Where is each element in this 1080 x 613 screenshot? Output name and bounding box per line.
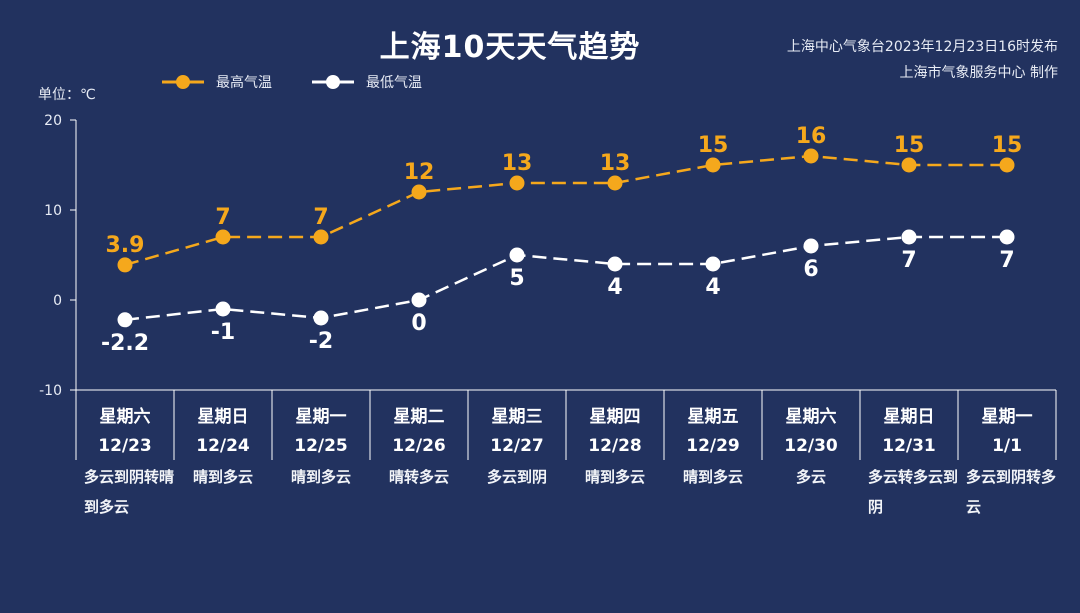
data-label-high: 12 xyxy=(404,160,435,185)
legend-high-label: 最高气温 xyxy=(216,75,272,91)
y-tick-label: 20 xyxy=(44,113,62,129)
data-label-low: -1 xyxy=(211,320,235,345)
x-date-label: 12/26 xyxy=(392,436,446,456)
data-point-low xyxy=(117,312,133,328)
data-label-high: 16 xyxy=(796,124,827,149)
publisher-line-1: 上海中心气象台2023年12月23日16时发布 xyxy=(786,39,1058,55)
data-label-high: 15 xyxy=(894,133,925,158)
data-label-low: 7 xyxy=(901,248,916,273)
data-point-high xyxy=(999,157,1015,173)
data-label-low: 5 xyxy=(509,266,524,291)
x-weekday-label: 星期四 xyxy=(590,407,641,427)
legend-high-marker xyxy=(162,75,204,89)
x-date-label: 12/30 xyxy=(784,436,838,456)
data-label-low: -2 xyxy=(309,329,333,354)
data-point-high xyxy=(117,257,133,273)
x-weekday-label: 星期一 xyxy=(982,407,1033,427)
weather-description: 晴到多云 xyxy=(584,468,645,486)
data-point-low xyxy=(803,238,819,254)
y-tick-label: 0 xyxy=(53,293,62,309)
x-date-label: 12/25 xyxy=(294,436,348,456)
data-point-low xyxy=(901,229,917,245)
publisher-line-2: 上海市气象服务中心 制作 xyxy=(899,65,1058,81)
data-label-high: 15 xyxy=(992,133,1023,158)
x-date-label: 1/1 xyxy=(992,436,1022,456)
legend-low-marker xyxy=(312,75,354,89)
data-point-high xyxy=(313,229,329,245)
weather-description: 多云 xyxy=(795,468,826,486)
x-date-label: 12/28 xyxy=(588,436,642,456)
y-tick-label: -10 xyxy=(39,383,62,399)
data-label-low: -2.2 xyxy=(101,331,149,356)
data-point-low xyxy=(999,229,1015,245)
weather-description: 多云到阴转晴到多云 xyxy=(84,468,175,516)
x-date-label: 12/29 xyxy=(686,436,740,456)
data-point-high xyxy=(803,148,819,164)
weather-description: 晴到多云 xyxy=(192,468,253,486)
x-date-label: 12/24 xyxy=(196,436,250,456)
legend-low-label: 最低气温 xyxy=(366,75,422,91)
data-label-low: 6 xyxy=(803,257,818,282)
weather-description: 多云到阴转多云 xyxy=(966,468,1057,516)
x-weekday-label: 星期三 xyxy=(492,407,543,427)
x-weekday-label: 星期二 xyxy=(394,407,445,427)
data-label-low: 7 xyxy=(999,248,1014,273)
x-weekday-label: 星期一 xyxy=(296,407,347,427)
x-weekday-label: 星期五 xyxy=(688,407,739,427)
data-point-high xyxy=(215,229,231,245)
x-weekday-label: 星期六 xyxy=(786,406,837,427)
data-point-low xyxy=(705,256,721,272)
weather-description: 多云转多云到阴 xyxy=(868,468,959,516)
x-date-label: 12/27 xyxy=(490,436,544,456)
data-point-high xyxy=(705,157,721,173)
data-label-high: 13 xyxy=(502,151,533,176)
weather-description: 晴转多云 xyxy=(388,468,449,486)
data-label-high: 7 xyxy=(313,205,328,230)
weather-description: 晴到多云 xyxy=(682,468,743,486)
data-label-low: 4 xyxy=(705,275,720,300)
x-date-label: 12/23 xyxy=(98,436,152,456)
weather-description: 多云到阴 xyxy=(486,468,547,486)
data-point-low xyxy=(509,247,525,263)
data-label-high: 3.9 xyxy=(106,233,145,258)
data-point-low xyxy=(607,256,623,272)
data-point-low xyxy=(313,310,329,326)
data-label-high: 13 xyxy=(600,151,631,176)
data-label-high: 7 xyxy=(215,205,230,230)
data-label-low: 4 xyxy=(607,275,622,300)
data-point-high xyxy=(411,184,427,200)
data-point-high xyxy=(607,175,623,191)
publisher-info: 上海中心气象台2023年12月23日16时发布 上海市气象服务中心 制作 xyxy=(787,34,1058,86)
legend-high: 最高气温 xyxy=(160,70,272,94)
data-point-low xyxy=(215,301,231,317)
legend-low: 最低气温 xyxy=(310,70,422,94)
data-label-low: 0 xyxy=(411,311,426,336)
x-weekday-label: 星期日 xyxy=(884,407,935,427)
y-tick-label: 10 xyxy=(44,203,62,219)
x-weekday-label: 星期日 xyxy=(198,407,249,427)
series-line-high xyxy=(124,154,1007,267)
weather-description: 晴到多云 xyxy=(290,468,351,486)
x-date-label: 12/31 xyxy=(882,436,936,456)
unit-label: 单位：℃ xyxy=(38,87,96,103)
data-label-high: 15 xyxy=(698,133,729,158)
data-point-high xyxy=(901,157,917,173)
data-point-low xyxy=(411,292,427,308)
series-line-low xyxy=(124,235,1007,322)
data-point-high xyxy=(509,175,525,191)
chart-title: 上海10天天气趋势 xyxy=(379,30,641,65)
x-weekday-label: 星期六 xyxy=(100,406,151,427)
